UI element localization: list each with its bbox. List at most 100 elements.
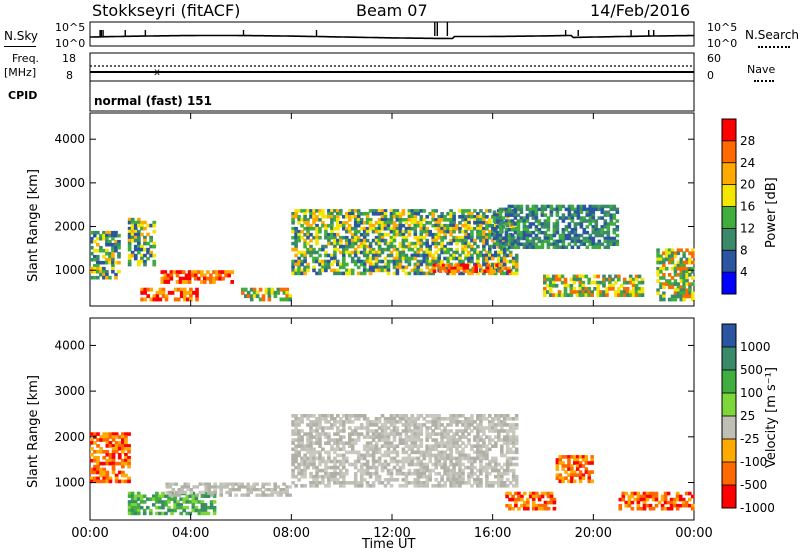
power-cell xyxy=(410,218,415,222)
velocity-cell xyxy=(540,491,545,496)
velocity-cell xyxy=(494,441,498,445)
velocity-cell xyxy=(446,432,450,436)
velocity-cell xyxy=(425,450,429,455)
velocity-cell xyxy=(356,426,361,430)
velocity-cell xyxy=(127,447,131,451)
velocity-cell xyxy=(155,497,159,501)
power-cell xyxy=(398,218,403,222)
velocity-cell xyxy=(500,453,504,458)
velocity-cell xyxy=(621,494,626,499)
velocity-cell xyxy=(374,420,379,424)
velocity-cell xyxy=(654,494,659,499)
power-cell xyxy=(476,223,480,228)
power-cell xyxy=(452,229,456,234)
velocity-cell xyxy=(264,488,268,492)
velocity-cell xyxy=(312,435,316,439)
power-cell xyxy=(555,210,560,214)
power-cell xyxy=(353,218,358,222)
power-cell xyxy=(513,239,518,244)
power-cell xyxy=(149,297,154,302)
velocity-colorbar-segment xyxy=(722,462,736,486)
power-cell xyxy=(342,250,346,255)
power-cell xyxy=(105,233,109,238)
velocity-cell xyxy=(624,503,629,508)
power-cell xyxy=(282,297,287,302)
power-cell xyxy=(495,225,500,229)
velocity-cell xyxy=(204,488,208,492)
velocity-cell xyxy=(383,478,388,482)
power-cell xyxy=(558,233,563,238)
power-cell xyxy=(516,219,521,223)
velocity-cell xyxy=(455,478,459,482)
velocity-cell xyxy=(590,458,594,462)
power-cell xyxy=(189,290,193,295)
velocity-cell xyxy=(505,447,510,452)
power-cell xyxy=(640,280,645,285)
velocity-cell xyxy=(502,462,507,467)
power-cell xyxy=(585,213,590,217)
velocity-cell xyxy=(127,455,131,460)
power-cell xyxy=(336,218,340,222)
power-cell xyxy=(249,294,254,299)
velocity-cell xyxy=(443,471,447,476)
velocity-cell xyxy=(398,465,403,470)
velocity-cell xyxy=(485,471,489,476)
velocity-cell xyxy=(561,455,565,459)
power-cell xyxy=(549,242,554,246)
power-cell xyxy=(374,229,379,234)
power-cell xyxy=(422,253,427,258)
power-cell xyxy=(603,222,608,226)
velocity-cell xyxy=(578,455,583,459)
power-cell xyxy=(531,245,536,249)
power-cell xyxy=(656,257,660,262)
power-cell xyxy=(398,229,403,234)
power-cell xyxy=(443,218,447,222)
power-cell xyxy=(137,220,141,225)
velocity-cell xyxy=(380,453,385,458)
power-cell xyxy=(111,233,115,238)
velocity-cell xyxy=(279,488,283,492)
power-cell xyxy=(111,257,115,262)
power-cell xyxy=(458,271,462,276)
velocity-cell xyxy=(279,490,283,495)
power-cell xyxy=(339,238,343,243)
velocity-cell xyxy=(315,456,319,461)
power-cell xyxy=(510,204,515,209)
velocity-cell xyxy=(392,426,397,430)
velocity-cell xyxy=(318,420,322,424)
velocity-colorbar-segment xyxy=(722,485,736,509)
power-cell xyxy=(467,223,471,228)
velocity-cell xyxy=(419,438,424,442)
power-cell xyxy=(659,294,663,299)
velocity-cell xyxy=(192,485,197,489)
velocity-cell xyxy=(285,490,289,495)
velocity-cell xyxy=(374,447,379,452)
power-cell xyxy=(389,226,394,231)
power-cell xyxy=(437,221,441,225)
velocity-cell xyxy=(108,453,113,457)
velocity-cell xyxy=(124,479,128,484)
power-cell xyxy=(401,268,406,273)
power-cell xyxy=(425,256,429,261)
power-cell xyxy=(345,235,349,240)
power-cell xyxy=(482,212,486,216)
velocity-cell xyxy=(365,444,370,448)
power-cell xyxy=(620,283,624,288)
power-cell xyxy=(90,239,94,244)
power-cell xyxy=(425,226,429,231)
power-cell xyxy=(306,229,310,234)
power-cell xyxy=(149,238,153,243)
power-cell xyxy=(327,241,331,246)
power-cell xyxy=(377,259,382,264)
power-cell xyxy=(127,235,132,240)
power-cell xyxy=(440,229,444,234)
velocity-cell xyxy=(93,432,97,436)
velocity-cell xyxy=(303,453,307,458)
velocity-cell xyxy=(479,426,483,430)
velocity-cell xyxy=(663,494,668,499)
velocity-cell xyxy=(511,474,516,479)
velocity-cell xyxy=(440,456,444,461)
velocity-cell xyxy=(133,500,138,504)
power-cell xyxy=(386,221,391,225)
power-cell xyxy=(500,256,504,261)
